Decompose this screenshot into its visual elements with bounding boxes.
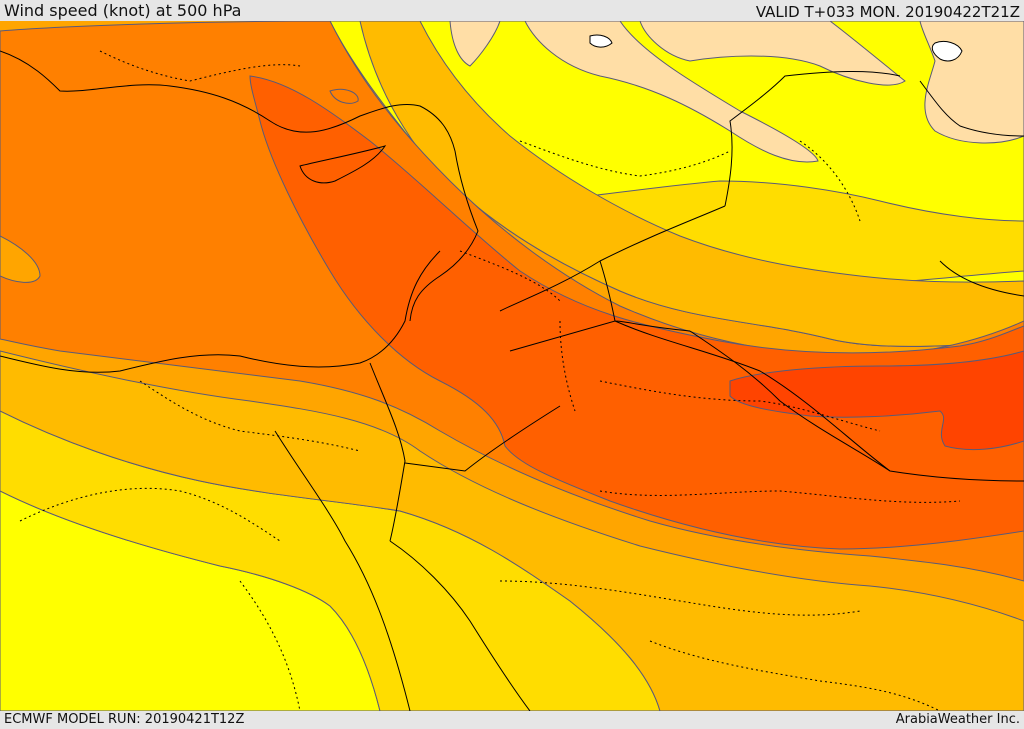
dotted-border-1 [99, 50, 301, 82]
border-saudi-iraq [509, 320, 1024, 482]
credit-label: ArabiaWeather Inc. [895, 712, 1020, 727]
dotted-border-7 [499, 580, 861, 616]
coast-red-sea-east [389, 540, 531, 711]
border-egypt-south [404, 405, 561, 472]
coast-red-sea-west [274, 430, 411, 711]
dotted-border-11 [799, 140, 861, 222]
band-pale-4 [919, 21, 1024, 144]
valid-time: VALID T+033 MON. 20190422T21Z [755, 3, 1020, 21]
lake-urmia [589, 34, 613, 48]
border-saudi-north [499, 205, 726, 312]
wind-speed-map[interactable] [0, 21, 1024, 711]
water-bodies [589, 34, 963, 62]
dotted-border-12 [559, 320, 576, 412]
dotted-border-6 [599, 490, 961, 503]
coastlines [0, 50, 1024, 711]
band-pale-3 [639, 21, 906, 86]
dotted-border-9 [239, 580, 301, 711]
border-iraq [724, 70, 901, 207]
band-amber [0, 350, 1024, 711]
map-title: Wind speed (knot) at 500 hPa [4, 1, 242, 20]
dotted-border-3 [459, 250, 561, 302]
footer-bar: ECMWF MODEL RUN: 20190421T12Z ArabiaWeat… [0, 711, 1024, 729]
coast-caspian [919, 80, 1024, 137]
model-run: ECMWF MODEL RUN: 20190421T12Z [4, 712, 245, 727]
dotted-border-10 [649, 640, 941, 711]
coast-levant [409, 150, 479, 322]
band-pale-2 [524, 21, 819, 163]
coast-persian-gulf [939, 260, 1024, 297]
dotted-border-8 [19, 487, 281, 542]
coast-mediterranean-south [0, 250, 441, 373]
dotted-border-2 [519, 140, 731, 177]
header-bar: Wind speed (knot) at 500 hPa VALID T+033… [0, 0, 1024, 21]
band-pale-1 [449, 21, 501, 67]
coast-cyprus [299, 145, 387, 184]
band-red-orange [249, 75, 1024, 550]
map-canvas [0, 21, 1024, 711]
dotted-border-5 [599, 380, 881, 432]
lake-van [931, 40, 963, 62]
coast-mediterranean-north [0, 50, 456, 152]
border-egypt-east [369, 362, 406, 542]
band-orange-left-blob [0, 235, 41, 283]
band-red [729, 350, 1024, 451]
border-iraq-saudi-diag [689, 330, 891, 472]
internal-borders [19, 50, 961, 711]
band-dark-orange-blob [329, 88, 359, 104]
